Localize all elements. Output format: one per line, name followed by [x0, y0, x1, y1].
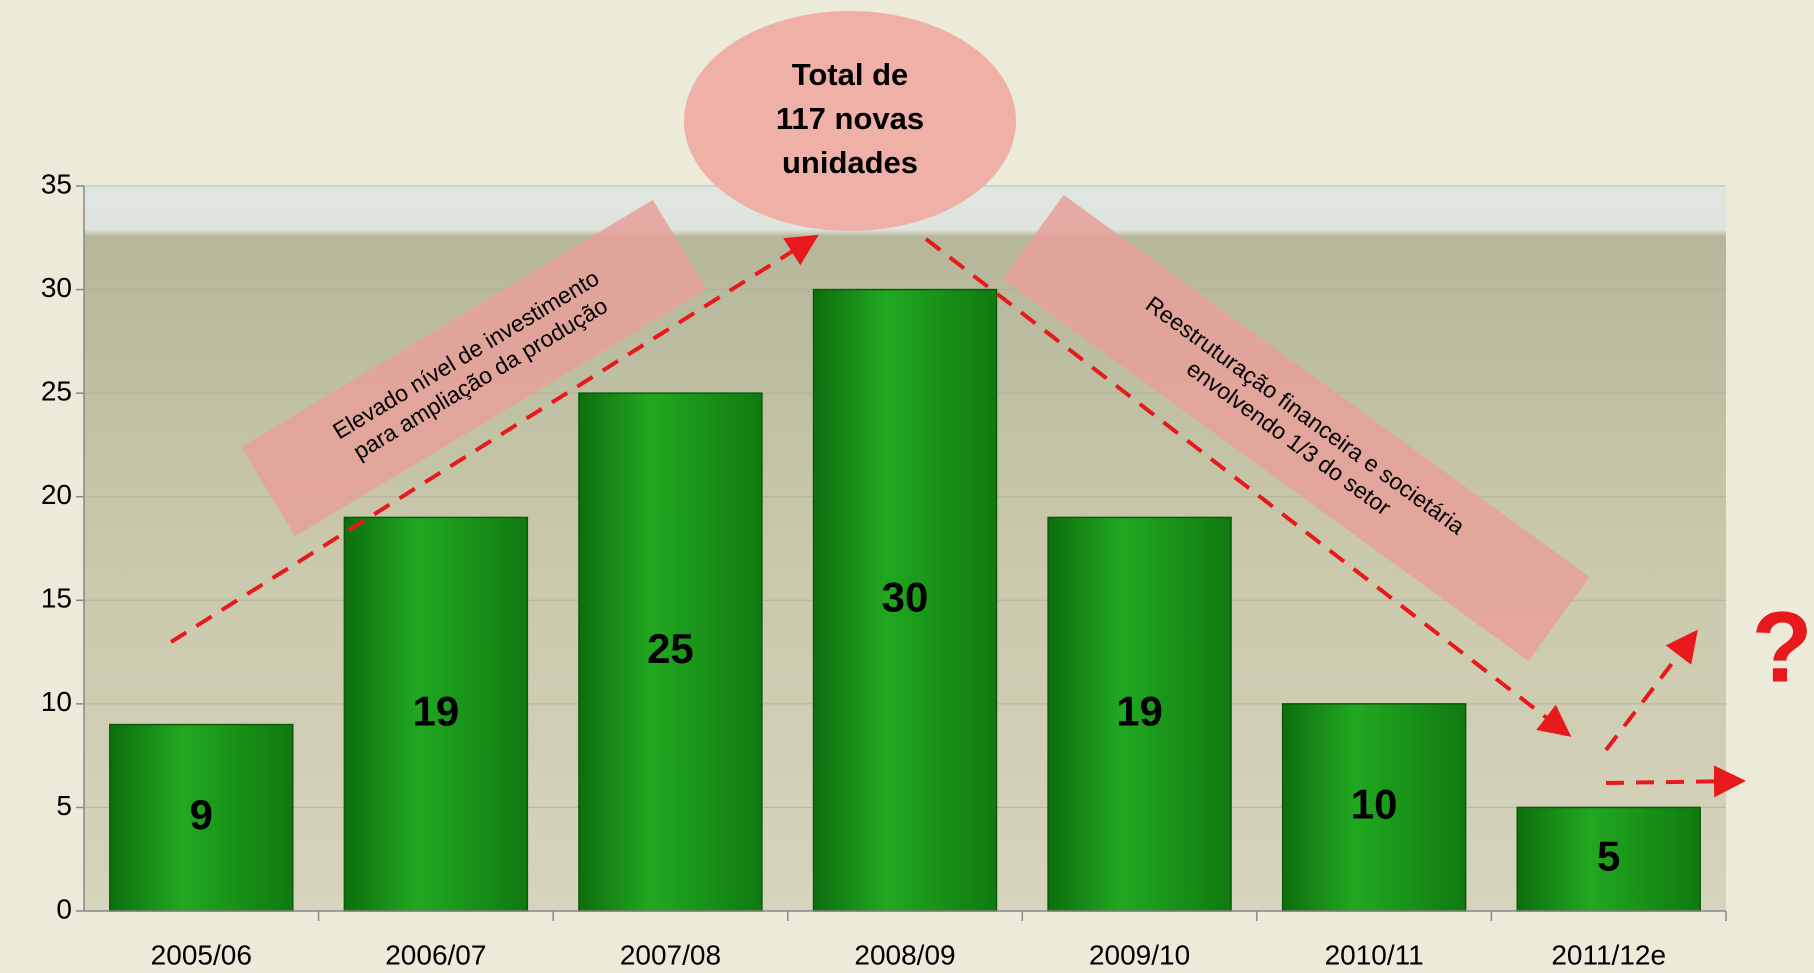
arrow — [1604, 629, 1698, 752]
total-text: Total de — [792, 57, 909, 92]
y-tick-label: 5 — [56, 790, 72, 821]
x-tick-label: 2006/07 — [385, 939, 486, 970]
y-tick-label: 20 — [41, 479, 72, 510]
x-tick-label: 2008/09 — [854, 939, 955, 970]
value-label: 25 — [647, 625, 694, 672]
bar — [812, 288, 998, 912]
arrow — [169, 234, 819, 644]
total-text: 117 novas — [776, 101, 924, 136]
annotation-box — [241, 199, 707, 537]
total-text: unidades — [782, 145, 918, 180]
y-tick-label: 0 — [56, 893, 72, 924]
value-label: 10 — [1351, 781, 1398, 828]
bar — [1281, 703, 1467, 912]
value-label: 9 — [190, 791, 213, 838]
bar — [1047, 516, 1232, 912]
x-tick-label: 2007/08 — [620, 939, 721, 970]
y-tick-label: 15 — [41, 583, 72, 614]
arrow — [924, 237, 1572, 737]
total-bubble — [684, 11, 1016, 231]
y-tick-label: 35 — [41, 168, 72, 199]
x-tick-label: 2010/11 — [1325, 939, 1424, 970]
bar — [1516, 806, 1701, 912]
x-tick-label: 2005/06 — [151, 939, 252, 970]
y-tick-label: 10 — [41, 686, 72, 717]
value-label: 19 — [1116, 687, 1163, 734]
value-label: 19 — [412, 687, 459, 734]
x-tick-label: 2011/12e — [1551, 939, 1666, 970]
value-label: 30 — [882, 573, 929, 620]
x-tick-label: 2009/10 — [1089, 939, 1190, 970]
bar — [343, 516, 529, 912]
value-label: 5 — [1597, 832, 1620, 879]
question-mark: ? — [1751, 591, 1812, 703]
y-tick-label: 30 — [41, 272, 72, 303]
annotation-box — [1002, 194, 1590, 662]
trend-arrows — [169, 234, 1746, 798]
y-tick-label: 25 — [41, 376, 72, 407]
arrow — [1605, 765, 1746, 798]
